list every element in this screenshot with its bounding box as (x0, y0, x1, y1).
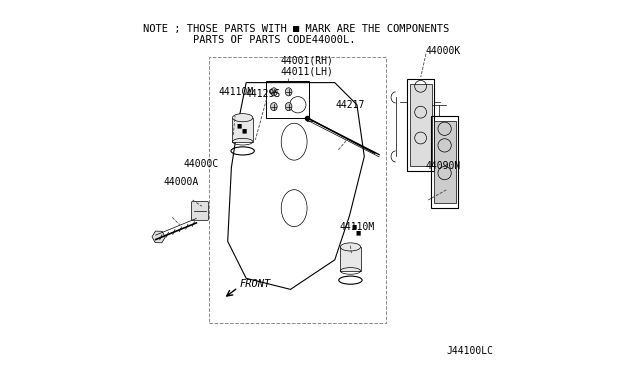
Text: ■: ■ (242, 129, 247, 134)
Text: 44000C: 44000C (184, 159, 219, 169)
Ellipse shape (340, 243, 360, 251)
Bar (434, 121, 456, 203)
Ellipse shape (271, 103, 277, 111)
Text: 44000K: 44000K (426, 46, 461, 56)
Ellipse shape (271, 88, 277, 96)
Text: 44110M: 44110M (218, 87, 253, 97)
Text: 44001(RH): 44001(RH) (280, 55, 333, 65)
Text: ■: ■ (237, 123, 242, 128)
Bar (407, 79, 435, 171)
Bar (410, 84, 431, 166)
Ellipse shape (285, 103, 292, 111)
Ellipse shape (232, 113, 253, 122)
Bar (266, 81, 309, 118)
Text: ■: ■ (351, 225, 356, 230)
Text: 44129S: 44129S (245, 89, 281, 99)
Text: ■: ■ (356, 230, 361, 235)
Text: NOTE ; THOSE PARTS WITH ■ MARK ARE THE COMPONENTS
        PARTS OF PARTS CODE440: NOTE ; THOSE PARTS WITH ■ MARK ARE THE C… (143, 23, 449, 45)
Bar (232, 118, 253, 142)
Ellipse shape (285, 88, 292, 96)
Bar (340, 247, 360, 271)
Bar (209, 57, 387, 323)
FancyBboxPatch shape (191, 202, 209, 220)
Text: 44011(LH): 44011(LH) (280, 67, 333, 77)
Text: J44100LC: J44100LC (447, 346, 493, 356)
Bar (431, 116, 458, 208)
Text: 44110M: 44110M (340, 222, 375, 232)
Text: 44090N: 44090N (426, 161, 461, 171)
Text: 44000A: 44000A (163, 177, 198, 187)
Text: 44217: 44217 (336, 100, 365, 110)
Text: FRONT: FRONT (240, 279, 271, 289)
